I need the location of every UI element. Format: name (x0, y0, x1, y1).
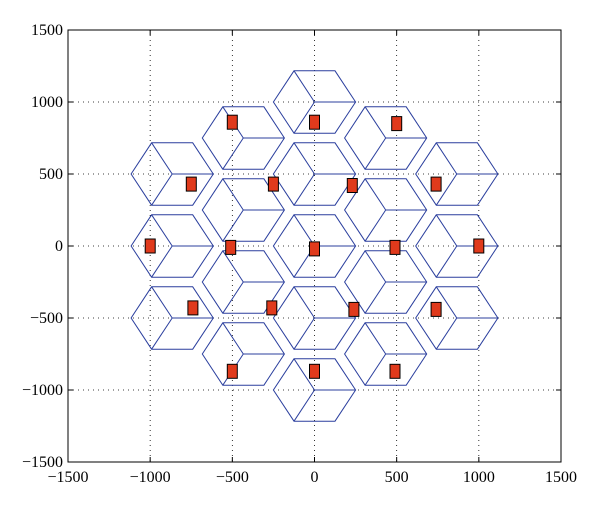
y-tick-label: 1000 (31, 94, 63, 111)
base-station-marker (267, 176, 279, 192)
hex-cell (415, 286, 499, 350)
sector-boundary (293, 286, 315, 319)
hex-cell (272, 214, 357, 278)
hex-cell (272, 70, 357, 134)
base-stations (144, 114, 485, 379)
sector-boundary (364, 281, 387, 314)
sector-boundary (151, 245, 173, 278)
x-tick-label: −1000 (130, 469, 171, 486)
hex-cell (201, 250, 285, 314)
hex-cell (130, 286, 214, 350)
sector-boundary (364, 209, 387, 242)
sector-boundary (293, 317, 315, 350)
hex-cell (201, 178, 285, 242)
x-tick-label: 500 (385, 469, 409, 486)
y-tick-labels: −1500 −1000 −500 0 500 1000 1500 (22, 22, 63, 471)
hex-cell (344, 250, 428, 314)
x-tick-label: 1500 (545, 469, 577, 486)
sector-boundary (293, 173, 315, 206)
hex-cell (130, 142, 214, 206)
base-station-marker (226, 114, 238, 130)
base-station-marker (430, 176, 442, 192)
sector-boundary (293, 214, 315, 247)
x-tick-labels: −1500 −1000 −500 0 500 1000 1500 (47, 469, 577, 486)
base-station-marker (266, 300, 278, 316)
base-station-marker (226, 363, 238, 379)
x-tick-label: 1000 (463, 469, 495, 486)
sector-boundary (364, 106, 387, 139)
sector-boundary (222, 137, 244, 170)
hex-cell (415, 142, 499, 206)
sector-boundary (222, 322, 244, 355)
sector-boundary (222, 209, 244, 242)
sector-boundary (151, 286, 173, 319)
base-station-marker (185, 176, 197, 192)
base-station-marker (346, 178, 358, 193)
base-station-marker (225, 239, 237, 255)
hex-cell (130, 214, 214, 278)
y-tick-label: 0 (55, 238, 63, 255)
base-station-marker (348, 301, 360, 317)
hex-cell (272, 286, 357, 350)
y-tick-label: 1500 (31, 22, 63, 39)
sector-boundary (151, 214, 173, 247)
y-tick-label: −500 (30, 310, 63, 327)
sector-boundary (293, 142, 315, 175)
sector-boundary (293, 70, 315, 103)
sector-boundary (293, 358, 315, 391)
base-station-marker (430, 301, 442, 317)
ticks (67, 29, 562, 463)
y-tick-label: −1000 (22, 382, 63, 399)
sector-boundary (151, 317, 173, 350)
sector-boundary (293, 389, 315, 422)
hex-cell (272, 142, 357, 206)
sector-boundary (364, 137, 387, 170)
hex-cell (344, 178, 428, 242)
base-station-marker (187, 300, 199, 316)
base-station-marker (144, 238, 156, 254)
sector-boundary (435, 173, 458, 206)
hex-cell (272, 358, 357, 422)
hex-cell (201, 106, 285, 170)
sector-boundary (435, 245, 458, 278)
base-station-marker (391, 116, 403, 132)
base-station-marker (389, 239, 401, 255)
hex-cell (201, 322, 285, 386)
sector-boundary (435, 214, 458, 247)
hex-cell (344, 106, 428, 170)
sector-boundary (364, 322, 387, 355)
sector-boundary (364, 178, 387, 211)
sector-boundary (435, 286, 458, 319)
y-tick-label: 500 (39, 166, 63, 183)
sector-boundary (222, 281, 244, 314)
sector-boundary (151, 173, 173, 206)
x-tick-label: 0 (311, 469, 319, 486)
base-station-marker (389, 363, 401, 379)
sector-boundary (222, 178, 244, 211)
sector-boundary (151, 142, 173, 175)
sector-boundary (364, 353, 387, 386)
sector-boundary (435, 317, 458, 350)
sector-boundary (222, 250, 244, 283)
sector-boundary (435, 142, 458, 175)
y-tick-label: −1500 (22, 454, 63, 471)
sector-boundary (293, 101, 315, 134)
x-tick-label: −500 (216, 469, 249, 486)
x-tick-label: −1500 (47, 469, 88, 486)
base-station-marker (309, 241, 320, 257)
base-station-marker (309, 363, 320, 379)
base-station-marker (309, 114, 320, 130)
base-station-marker (473, 238, 485, 254)
hex-cell (415, 214, 499, 278)
hex-cell (344, 322, 428, 386)
sector-boundary (364, 250, 387, 283)
